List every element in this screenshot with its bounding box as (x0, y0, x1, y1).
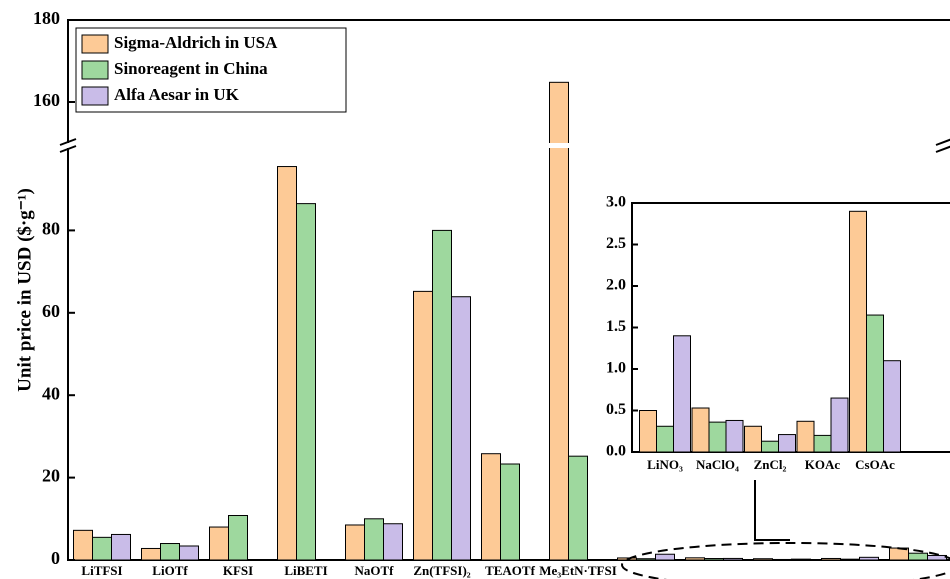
bar (772, 558, 792, 561)
y-tick-label: 80 (42, 219, 60, 239)
bar (413, 290, 433, 561)
axis-break-mark (59, 145, 77, 153)
bar (830, 397, 849, 453)
x-tick-label: NaOTf (355, 563, 395, 578)
legend-frame (75, 27, 347, 113)
bar (725, 419, 744, 453)
bar (744, 425, 762, 453)
y-tick-label: 1.5 (606, 318, 626, 335)
bar (908, 552, 928, 561)
legend-label: Sinoreagent in China (114, 59, 268, 78)
axis-break-mark (59, 138, 77, 146)
axis-break-mark (935, 138, 950, 146)
bar (500, 463, 520, 561)
legend-label: Sigma-Aldrich in USA (114, 33, 278, 52)
y-tick-label: 60 (42, 301, 60, 321)
bar (813, 434, 832, 453)
legend: Sigma-Aldrich in USA Sinoreagent in China… (75, 27, 347, 113)
main-chart: LiTFSI LiOTf KFSI LiBETI NaOTf Zn(TFSI)₂ TEAOT… (33, 8, 950, 578)
y-tick-label: 2.0 (606, 277, 626, 294)
arrow (754, 470, 790, 541)
bar (296, 203, 316, 561)
x-tick-label: NaClO₄ (696, 457, 739, 472)
bar (673, 335, 691, 453)
y-tick-label: 0.0 (606, 443, 626, 460)
y-tick-label: 1.0 (606, 360, 626, 377)
y-axis-label: Unit price in USD ($·g⁻¹) (14, 188, 35, 392)
bar (778, 434, 796, 453)
y-tick-label: 20 (42, 466, 60, 486)
bar (821, 557, 841, 561)
y-tick-label: 40 (42, 383, 60, 403)
bar (796, 420, 815, 453)
x-tick-label: TEAOTf (485, 563, 536, 578)
bar (179, 545, 199, 561)
bar (345, 524, 365, 561)
inset-chart: 0.0 0.5 1.0 1.5 2.0 2.5 3.0 LiNO₃ NaClO₄ ZnCl₂ KOA… (590, 190, 950, 480)
bar (364, 518, 384, 561)
y-tick-label: 180 (33, 8, 60, 28)
bar (209, 526, 229, 561)
legend-label: Alfa Aesar in UK (114, 85, 240, 104)
y-tick-label: 0.5 (606, 401, 626, 418)
x-tick-label: LiOTf (152, 563, 188, 578)
y-tick-label: 160 (33, 90, 60, 110)
x-tick-label: Me₃EtN·TFSI (539, 563, 617, 578)
bar (656, 425, 674, 453)
y-tick-label: 3.0 (606, 194, 626, 211)
bar (277, 166, 297, 561)
bar (160, 543, 180, 561)
bar (228, 515, 248, 561)
legend-swatch (81, 60, 109, 80)
bar (883, 360, 901, 453)
axis-break-mark (935, 145, 950, 153)
bar (432, 229, 452, 561)
bar (481, 453, 501, 561)
bar (927, 554, 947, 561)
x-tick-label: LiTFSI (81, 563, 122, 578)
bar (451, 296, 471, 561)
bar (723, 557, 743, 561)
bar (685, 557, 705, 561)
axis-break-gap (60, 143, 950, 148)
x-tick-label: KFSI (223, 563, 253, 578)
bar (753, 558, 773, 561)
x-tick-label: LiBETI (284, 563, 327, 578)
bar (639, 410, 657, 453)
bar (849, 210, 867, 453)
bar (859, 556, 879, 561)
bar (92, 536, 112, 561)
y-tick-label: 0 (51, 548, 60, 568)
bar (141, 547, 161, 561)
x-tick-label: ZnCl₂ (754, 457, 787, 472)
bar (568, 455, 588, 561)
legend-swatch (81, 86, 109, 106)
bar (636, 558, 656, 561)
bar (708, 421, 727, 453)
highlight-ellipse (621, 542, 950, 579)
bar (655, 553, 675, 561)
x-tick-label: CsOAc (855, 457, 895, 472)
bar (111, 533, 131, 561)
bar (704, 558, 724, 561)
bar (866, 314, 884, 453)
bar (383, 523, 403, 561)
x-tick-label: KOAc (805, 457, 841, 472)
bar (791, 558, 811, 561)
y-tick-label: 2.5 (606, 235, 626, 252)
bar (840, 558, 860, 561)
bar (691, 407, 710, 453)
legend-swatch (81, 34, 109, 54)
x-tick-label: LiNO₃ (647, 457, 683, 472)
bar (761, 440, 779, 453)
bar (73, 529, 93, 561)
bar (549, 81, 569, 561)
x-tick-label: Zn(TFSI)₂ (413, 563, 470, 578)
